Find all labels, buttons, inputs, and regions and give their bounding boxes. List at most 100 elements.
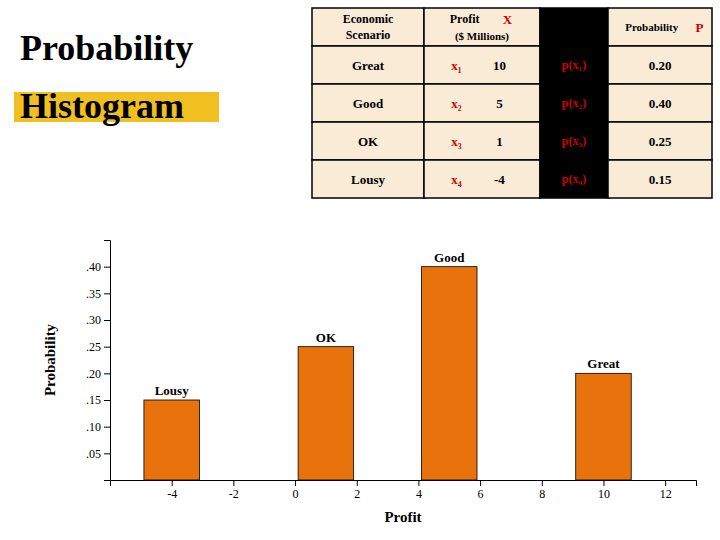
y-tick: .35 (86, 287, 110, 301)
y-tick-label: .05 (86, 447, 101, 461)
y-tick-mark (104, 400, 110, 401)
x-tick-mark (172, 480, 173, 486)
table-text: 0.15 (649, 172, 672, 187)
x-tick-mark (480, 480, 481, 486)
table-text: 0.20 (649, 58, 672, 73)
table-text: 10 (493, 58, 506, 73)
y-tick-mark (104, 347, 110, 348)
x-axis-line (111, 481, 697, 487)
table-text: OK (358, 134, 379, 149)
table-cell (608, 122, 712, 160)
table-cell (424, 160, 540, 198)
table-cell (608, 46, 712, 84)
table-text: Scenario (346, 28, 391, 42)
y-tick-mark (104, 373, 110, 374)
x-tick-label: 2 (354, 487, 360, 501)
x-tick-label: 12 (660, 487, 672, 501)
x-tick-mark (418, 480, 419, 486)
table-text: X (503, 12, 513, 27)
x-tick: 10 (598, 480, 610, 501)
x-tick-label: 4 (416, 487, 422, 501)
bar-label: Great (587, 356, 620, 371)
table-text: Economic (343, 12, 394, 26)
x-tick-mark (233, 480, 234, 486)
table-text: x₄ (451, 172, 462, 187)
table-text: 1 (496, 134, 503, 149)
table-text: 0.40 (649, 96, 672, 111)
subtitle: Histogram (20, 86, 184, 126)
x-tick-mark (357, 480, 358, 486)
table-text: p(x₄) (562, 172, 586, 186)
table-text: Profit (450, 12, 480, 26)
y-tick-label: .40 (86, 260, 101, 274)
y-axis-line (104, 241, 111, 481)
table-text: 5 (496, 96, 503, 111)
x-tick-mark (603, 480, 604, 486)
y-tick-label: .15 (86, 393, 101, 407)
table-cell (312, 8, 424, 46)
chart: Probability Histogram Economic Scenario Prof… (0, 0, 720, 540)
table-cell (424, 84, 540, 122)
x-tick: 8 (539, 480, 545, 501)
table-cell (608, 160, 712, 198)
bars (144, 267, 631, 480)
bar (144, 400, 200, 480)
y-axis-title: Probability (42, 323, 58, 396)
y-tick: .30 (86, 313, 110, 327)
bar-label: OK (316, 330, 337, 345)
x-tick-mark (295, 480, 296, 486)
table-cell (312, 122, 424, 160)
table-cell (608, 8, 712, 46)
table-cell (540, 84, 608, 122)
bar-label: Good (434, 250, 465, 265)
x-tick: 2 (354, 480, 360, 501)
table: EconomicScenarioProfitX($ Millions)Proba… (312, 8, 712, 198)
y-tick-label: .20 (86, 367, 101, 381)
table-cell (312, 84, 424, 122)
table-cell (540, 160, 608, 198)
x-tick: 6 (478, 480, 484, 501)
table-text: ($ Millions) (455, 30, 509, 43)
table-cell (608, 84, 712, 122)
y-tick: .10 (86, 420, 110, 434)
table-cell (424, 8, 540, 46)
table-cell (540, 122, 608, 160)
x-tick-mark (542, 480, 543, 486)
table-text: -4 (494, 172, 505, 187)
title: Probability (20, 28, 193, 68)
table-text: Good (353, 96, 384, 111)
table-text: x₁ (451, 58, 462, 73)
y-tick: .15 (86, 393, 110, 407)
x-tick-label: 6 (478, 487, 484, 501)
y-tick-label: .25 (86, 340, 101, 354)
x-tick-label: -4 (167, 487, 177, 501)
x-tick: -4 (167, 480, 177, 501)
y-tick-mark (104, 453, 110, 454)
x-tick-label: 0 (293, 487, 299, 501)
table-cell (424, 46, 540, 84)
x-tick-label: 8 (539, 487, 545, 501)
y-tick: .20 (86, 367, 110, 381)
x-tick: 12 (660, 480, 672, 501)
y-tick: .25 (86, 340, 110, 354)
table-text: 0.25 (649, 134, 672, 149)
table-cell (540, 8, 608, 46)
table-text: p(x₁) (562, 58, 586, 72)
y-axis: .05 .10 .15 .20 .25 .30 .35 .40 (86, 241, 111, 481)
x-tick: -2 (229, 480, 239, 501)
table-cell (424, 122, 540, 160)
table-cell (312, 160, 424, 198)
x-tick-label: -2 (229, 487, 239, 501)
table-text: Great (352, 58, 385, 73)
table-text: p(x₂) (562, 96, 586, 110)
x-axis-title: Profit (384, 509, 421, 525)
bar (422, 267, 478, 480)
plot: Lousy OK Good Great -4 -2 0 2 4 6 8 10 12 .05 .10 .15 .2… (86, 241, 697, 501)
table-cell (312, 46, 424, 84)
x-tick-label: 10 (598, 487, 610, 501)
y-tick-mark (104, 293, 110, 294)
bar-label: Lousy (155, 383, 189, 398)
table-text: x₂ (451, 96, 462, 111)
table-cell (540, 46, 608, 84)
y-tick-label: .30 (86, 313, 101, 327)
